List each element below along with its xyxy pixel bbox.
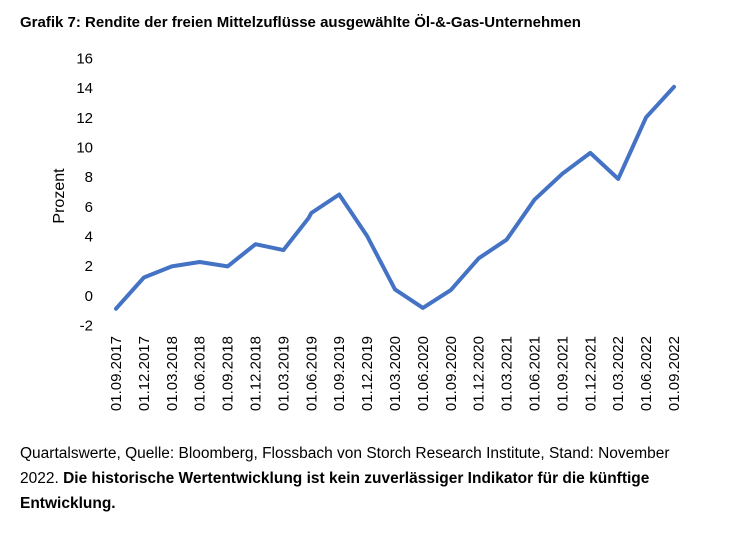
y-tick-label: 10: [76, 140, 93, 157]
y-tick-label: 16: [76, 51, 93, 68]
footnote-disclaimer: Die historische Wertentwicklung ist kein…: [20, 470, 650, 512]
y-tick-label: 2: [85, 258, 93, 275]
x-tick-label: 01.12.2019: [359, 336, 376, 411]
y-tick-label: -2: [80, 318, 93, 335]
x-tick-label: 01.09.2018: [220, 336, 237, 411]
y-axis-ticks: -2 0 2 4 6 8 10 12 14 16: [76, 51, 93, 335]
x-tick-label: 01.09.2022: [666, 336, 683, 411]
line-chart: -2 0 2 4 6 8 10 12 14 16 Prozent 01.09.2017 01.12.…: [51, 51, 683, 412]
series-line: [114, 84, 676, 311]
x-tick-label: 01.03.2021: [499, 336, 516, 411]
y-axis-label: Prozent: [51, 168, 68, 224]
x-tick-label: 01.06.2019: [303, 336, 320, 411]
y-tick-label: 12: [76, 110, 93, 127]
x-tick-label: 01.06.2021: [527, 336, 544, 411]
x-tick-label: 01.03.2022: [610, 336, 627, 411]
x-tick-label: 01.12.2021: [582, 336, 599, 411]
x-tick-label: 01.09.2019: [331, 336, 348, 411]
y-tick-label: 6: [85, 199, 93, 216]
chart-title: Grafik 7: Rendite der freien Mittelzuflü…: [20, 14, 581, 31]
x-tick-label: 01.03.2020: [387, 336, 404, 411]
y-tick-label: 0: [85, 288, 93, 305]
x-axis-ticks: 01.09.2017 01.12.2017 01.03.2018 01.06.2018…: [108, 336, 683, 411]
series-group: [114, 84, 676, 311]
x-tick-label: 01.03.2019: [275, 336, 292, 411]
y-tick-label: 4: [85, 229, 93, 246]
x-tick-label: 01.06.2018: [192, 336, 209, 411]
footnote-source: Quartalswerte, Quelle: Bloomberg, Flossb…: [20, 445, 670, 487]
y-tick-label: 8: [85, 169, 93, 186]
x-tick-label: 01.12.2020: [471, 336, 488, 411]
x-tick-label: 01.09.2020: [443, 336, 460, 411]
y-tick-label: 14: [76, 80, 93, 97]
footnote: Quartalswerte, Quelle: Bloomberg, Flossb…: [20, 441, 710, 516]
x-tick-label: 01.06.2022: [638, 336, 655, 411]
x-tick-label: 01.12.2018: [248, 336, 265, 411]
x-tick-label: 01.12.2017: [136, 336, 153, 411]
x-tick-label: 01.06.2020: [415, 336, 432, 411]
x-tick-label: 01.09.2021: [554, 336, 571, 411]
x-tick-label: 01.09.2017: [108, 336, 125, 411]
x-tick-label: 01.03.2018: [164, 336, 181, 411]
